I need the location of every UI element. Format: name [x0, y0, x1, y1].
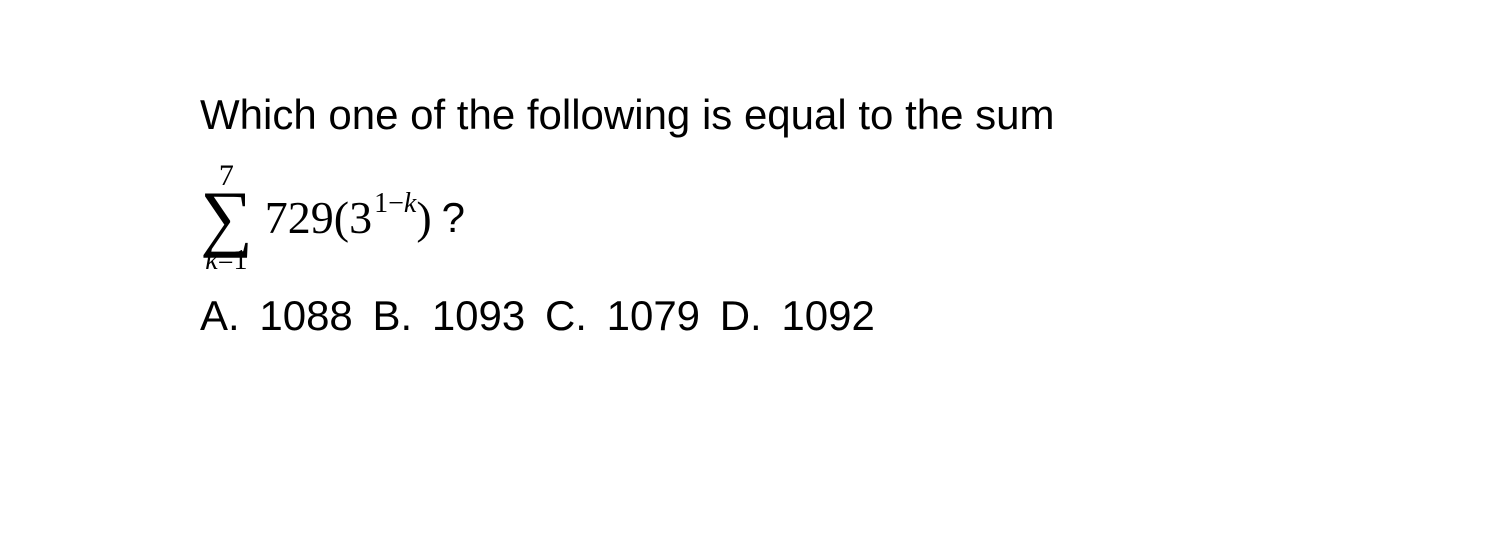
exponent: 1−k — [374, 184, 416, 223]
question-mark: ? — [442, 189, 465, 248]
power-base: 3 — [349, 186, 372, 250]
open-paren: ( — [334, 186, 349, 250]
choice-c-value: 1079 — [607, 292, 700, 339]
choice-b-label: B. — [372, 292, 412, 339]
sigma-lower-limit: k=1 — [205, 247, 247, 275]
choice-d-label: D. — [720, 292, 762, 339]
question-container: Which one of the following is equal to t… — [0, 0, 1500, 346]
choice-a-label: A. — [200, 292, 240, 339]
sigma-lower-var: k — [205, 245, 217, 276]
sigma-block: 7 ∑ k=1 — [200, 161, 253, 276]
choice-d-value: 1092 — [781, 292, 874, 339]
summation-expression: 7 ∑ k=1 729(31−k) ? — [200, 161, 1500, 276]
exp-const: 1 — [374, 188, 388, 219]
choice-c-label: C. — [545, 292, 587, 339]
exp-var: k — [404, 188, 416, 219]
question-prompt: Which one of the following is equal to t… — [200, 86, 1500, 145]
sigma-lower-val: 1 — [234, 245, 248, 276]
sigma-symbol: ∑ — [200, 185, 253, 252]
exp-minus: − — [388, 188, 404, 219]
coefficient: 729 — [265, 186, 334, 250]
close-paren: ) — [416, 186, 431, 250]
answer-choices: A. 1088 B. 1093 C. 1079 D. 1092 — [200, 287, 1500, 346]
summand: 729(31−k) ? — [265, 186, 465, 250]
sigma-lower-eq: = — [218, 245, 234, 276]
choice-b-value: 1093 — [432, 292, 525, 339]
choice-a-value: 1088 — [259, 292, 352, 339]
